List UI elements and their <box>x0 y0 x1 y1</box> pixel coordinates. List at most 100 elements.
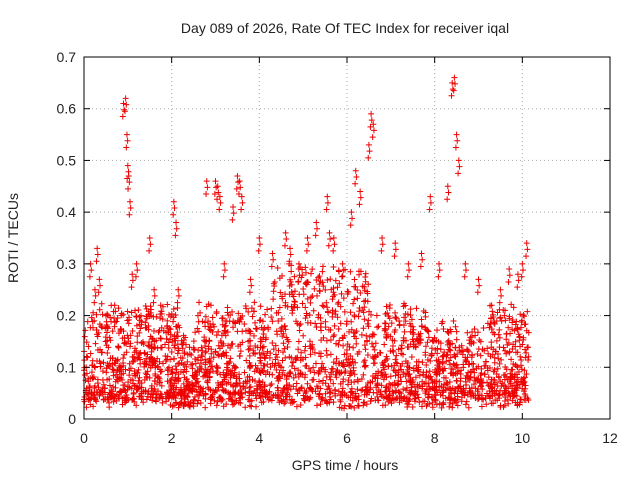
data-point <box>87 324 94 331</box>
data-point <box>270 346 277 353</box>
data-point <box>305 241 312 248</box>
data-point <box>294 304 301 311</box>
data-point <box>276 275 283 282</box>
data-point <box>193 375 200 382</box>
data-point <box>477 352 484 359</box>
data-point <box>443 358 450 365</box>
data-point <box>315 274 322 281</box>
data-point <box>279 357 286 364</box>
data-point <box>353 340 360 347</box>
data-point <box>165 344 172 351</box>
data-point <box>288 363 295 370</box>
data-point <box>129 271 136 278</box>
data-point <box>401 314 408 321</box>
data-point <box>291 301 298 308</box>
data-point <box>378 247 385 254</box>
data-point <box>520 312 527 319</box>
data-point <box>400 369 407 376</box>
data-point <box>120 355 127 362</box>
data-point <box>366 308 373 315</box>
data-point <box>412 344 419 351</box>
data-point <box>362 384 369 391</box>
data-point <box>405 260 412 267</box>
data-point <box>510 304 517 311</box>
data-point <box>337 320 344 327</box>
data-point <box>299 300 306 307</box>
data-point <box>381 341 388 348</box>
data-point <box>137 325 144 332</box>
data-point <box>230 210 237 217</box>
data-point <box>404 363 411 370</box>
data-point <box>166 387 173 394</box>
data-point <box>146 235 153 241</box>
data-point <box>318 395 325 402</box>
data-point <box>501 376 508 383</box>
data-point <box>422 351 429 358</box>
data-point <box>429 379 436 386</box>
data-point <box>382 326 389 333</box>
data-point <box>380 362 387 369</box>
data-point <box>472 385 479 392</box>
data-point <box>232 320 239 327</box>
data-point <box>328 286 335 293</box>
data-point <box>300 332 307 339</box>
data-point <box>458 398 465 405</box>
data-point <box>360 325 367 332</box>
data-point <box>464 329 471 336</box>
data-point <box>413 305 420 312</box>
data-point <box>520 388 527 395</box>
data-point <box>385 385 392 392</box>
data-point <box>505 390 512 397</box>
data-point <box>181 361 188 368</box>
data-point <box>173 366 180 373</box>
data-point <box>456 163 463 170</box>
data-point <box>273 366 280 373</box>
data-point <box>157 335 164 342</box>
data-point <box>451 362 458 369</box>
data-point <box>475 375 482 382</box>
data-point <box>156 394 163 401</box>
data-point <box>215 384 222 391</box>
data-point <box>190 338 197 345</box>
data-point <box>274 354 281 361</box>
data-point <box>390 367 397 374</box>
data-point <box>385 323 392 330</box>
data-point <box>170 355 177 362</box>
data-point <box>251 388 258 395</box>
data-point <box>264 394 271 401</box>
data-point <box>295 346 302 353</box>
data-point <box>312 232 319 239</box>
data-point <box>111 319 118 326</box>
data-point <box>107 337 114 344</box>
data-point <box>478 370 485 377</box>
data-point <box>340 342 347 349</box>
data-point <box>445 189 452 196</box>
data-point <box>436 267 443 274</box>
data-point <box>121 334 128 341</box>
data-point <box>284 382 291 389</box>
data-point <box>371 346 378 353</box>
data-point <box>316 281 323 288</box>
data-point <box>120 100 127 107</box>
data-point <box>424 327 431 334</box>
data-point <box>516 337 523 344</box>
data-point <box>448 370 455 377</box>
data-point <box>129 377 136 384</box>
data-point <box>296 322 303 329</box>
data-point <box>283 236 290 243</box>
data-point <box>525 356 532 363</box>
x-tick-label: 2 <box>168 430 176 446</box>
data-point <box>440 374 447 381</box>
data-point <box>259 351 266 358</box>
data-point <box>478 377 485 384</box>
data-point <box>311 285 318 292</box>
data-point <box>362 362 369 369</box>
data-point <box>111 315 118 322</box>
data-point <box>403 378 410 385</box>
data-point <box>368 340 375 347</box>
data-point <box>317 324 324 331</box>
data-point <box>308 294 315 301</box>
data-point <box>365 281 372 288</box>
data-point <box>179 341 186 348</box>
